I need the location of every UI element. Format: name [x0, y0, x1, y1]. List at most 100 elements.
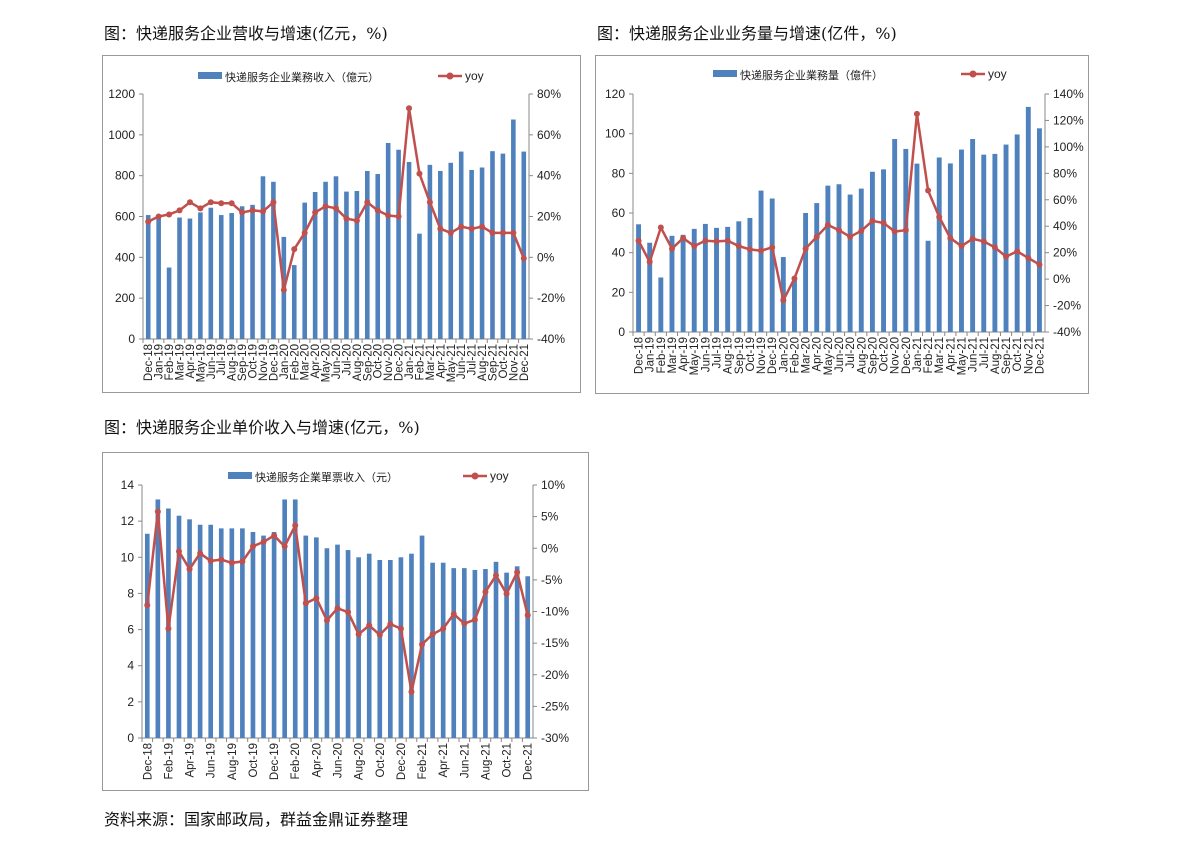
bar	[747, 217, 753, 332]
yoy-point	[824, 221, 831, 228]
yoy-point	[802, 245, 809, 252]
yoy-point	[1025, 254, 1032, 261]
x-tick-label: Jul-21	[979, 337, 991, 368]
legend-bar-swatch	[198, 72, 222, 79]
bar	[448, 162, 454, 339]
yoy-point	[769, 244, 776, 251]
yoy-point	[471, 616, 478, 623]
y2-tick-label: 60%	[537, 128, 561, 142]
x-tick-label: Apr-20	[310, 344, 322, 379]
yoy-point	[259, 208, 266, 215]
bar	[461, 568, 467, 738]
bar	[208, 207, 214, 339]
yoy-point	[503, 590, 510, 597]
bar	[836, 184, 842, 332]
y2-tick-label: 20%	[537, 210, 561, 224]
y2-tick-label: 80%	[537, 87, 561, 101]
x-tick-label: Aug-21	[480, 743, 492, 780]
y2-tick-label: -20%	[1053, 299, 1081, 313]
bar	[992, 153, 998, 332]
yoy-point	[416, 170, 423, 177]
x-tick-label: May-19	[195, 344, 207, 382]
x-tick-label: May-20	[823, 337, 835, 375]
x-tick-label: Dec-21	[523, 743, 535, 780]
yoy-point	[239, 209, 246, 216]
yoy-point	[510, 229, 517, 236]
x-tick-label: Jun-21	[456, 344, 468, 379]
x-tick-label: Aug-19	[723, 337, 735, 374]
x-tick-label: May-21	[446, 344, 458, 382]
yoy-point	[249, 543, 256, 550]
y-tick-label: 10	[121, 550, 135, 564]
x-tick-label: Sep-20	[867, 337, 879, 374]
yoy-point	[902, 227, 909, 234]
bar	[208, 524, 214, 738]
bar	[354, 190, 360, 339]
bar	[451, 568, 457, 738]
bar	[388, 559, 393, 738]
x-tick-label: Apr-21	[945, 337, 957, 372]
bar	[490, 151, 495, 339]
yoy-point	[691, 243, 698, 250]
bar	[702, 223, 708, 332]
bar	[858, 188, 864, 332]
yoy-point	[447, 229, 454, 236]
y-tick-label: 0	[127, 731, 134, 745]
y-tick-label: 600	[115, 210, 135, 224]
bar	[1014, 134, 1020, 332]
bar	[511, 119, 516, 339]
y2-tick-label: 20%	[1053, 246, 1077, 260]
yoy-point	[218, 556, 225, 563]
x-tick-label: Jan-21	[912, 337, 924, 372]
bar	[914, 163, 920, 332]
bar	[959, 149, 964, 332]
yoy-point	[758, 247, 765, 254]
x-tick-label: Jul-19	[712, 337, 724, 368]
y2-tick-label: -10%	[541, 605, 569, 619]
yoy-point	[406, 105, 413, 112]
bar	[500, 153, 506, 339]
y-tick-label: 800	[115, 169, 135, 183]
yoy-point	[680, 235, 687, 242]
volume-chart-svg: 0 20 40 60 80 100 120 -40% -20% 0% 20% 40% 60% 80% 100…	[605, 67, 1084, 375]
y-tick-label: 100	[605, 127, 625, 141]
bar	[647, 242, 653, 332]
yoy-point	[292, 522, 299, 529]
yoy-point	[228, 200, 235, 207]
yoy-point	[353, 217, 360, 224]
x-tick-label: Oct-20	[373, 344, 385, 379]
bar	[947, 163, 953, 332]
bar	[229, 528, 235, 738]
y2-tick-label: -20%	[537, 291, 565, 305]
bar	[680, 234, 686, 332]
yoy-point	[482, 588, 489, 595]
yoy-point	[355, 631, 362, 638]
bar	[847, 194, 853, 332]
yoy-point	[302, 600, 309, 607]
bar	[271, 531, 277, 738]
yoy-point	[913, 110, 920, 117]
bar	[669, 235, 675, 332]
bar	[385, 143, 391, 339]
bar	[218, 528, 224, 738]
x-tick-label: Oct-21	[502, 743, 514, 778]
yoy-point	[333, 205, 339, 212]
yoy-point	[869, 217, 876, 224]
bar	[314, 537, 319, 738]
yoy-point	[925, 187, 932, 194]
x-tick-label: Jun-21	[459, 743, 471, 778]
bar	[398, 557, 404, 738]
x-tick-label: Aug-21	[477, 344, 489, 381]
x-tick-label: Jan-19	[154, 344, 166, 379]
bar	[239, 206, 245, 339]
y-tick-label: 200	[115, 291, 135, 305]
bar	[493, 561, 499, 738]
yoy-point	[345, 609, 352, 616]
bar	[736, 221, 742, 332]
bar	[366, 553, 372, 738]
x-tick-label: Apr-19	[185, 743, 197, 778]
bar	[377, 559, 383, 738]
x-tick-label: Jul-20	[341, 344, 353, 375]
yoy-point	[387, 621, 394, 628]
y-tick-label: 4	[127, 659, 134, 673]
